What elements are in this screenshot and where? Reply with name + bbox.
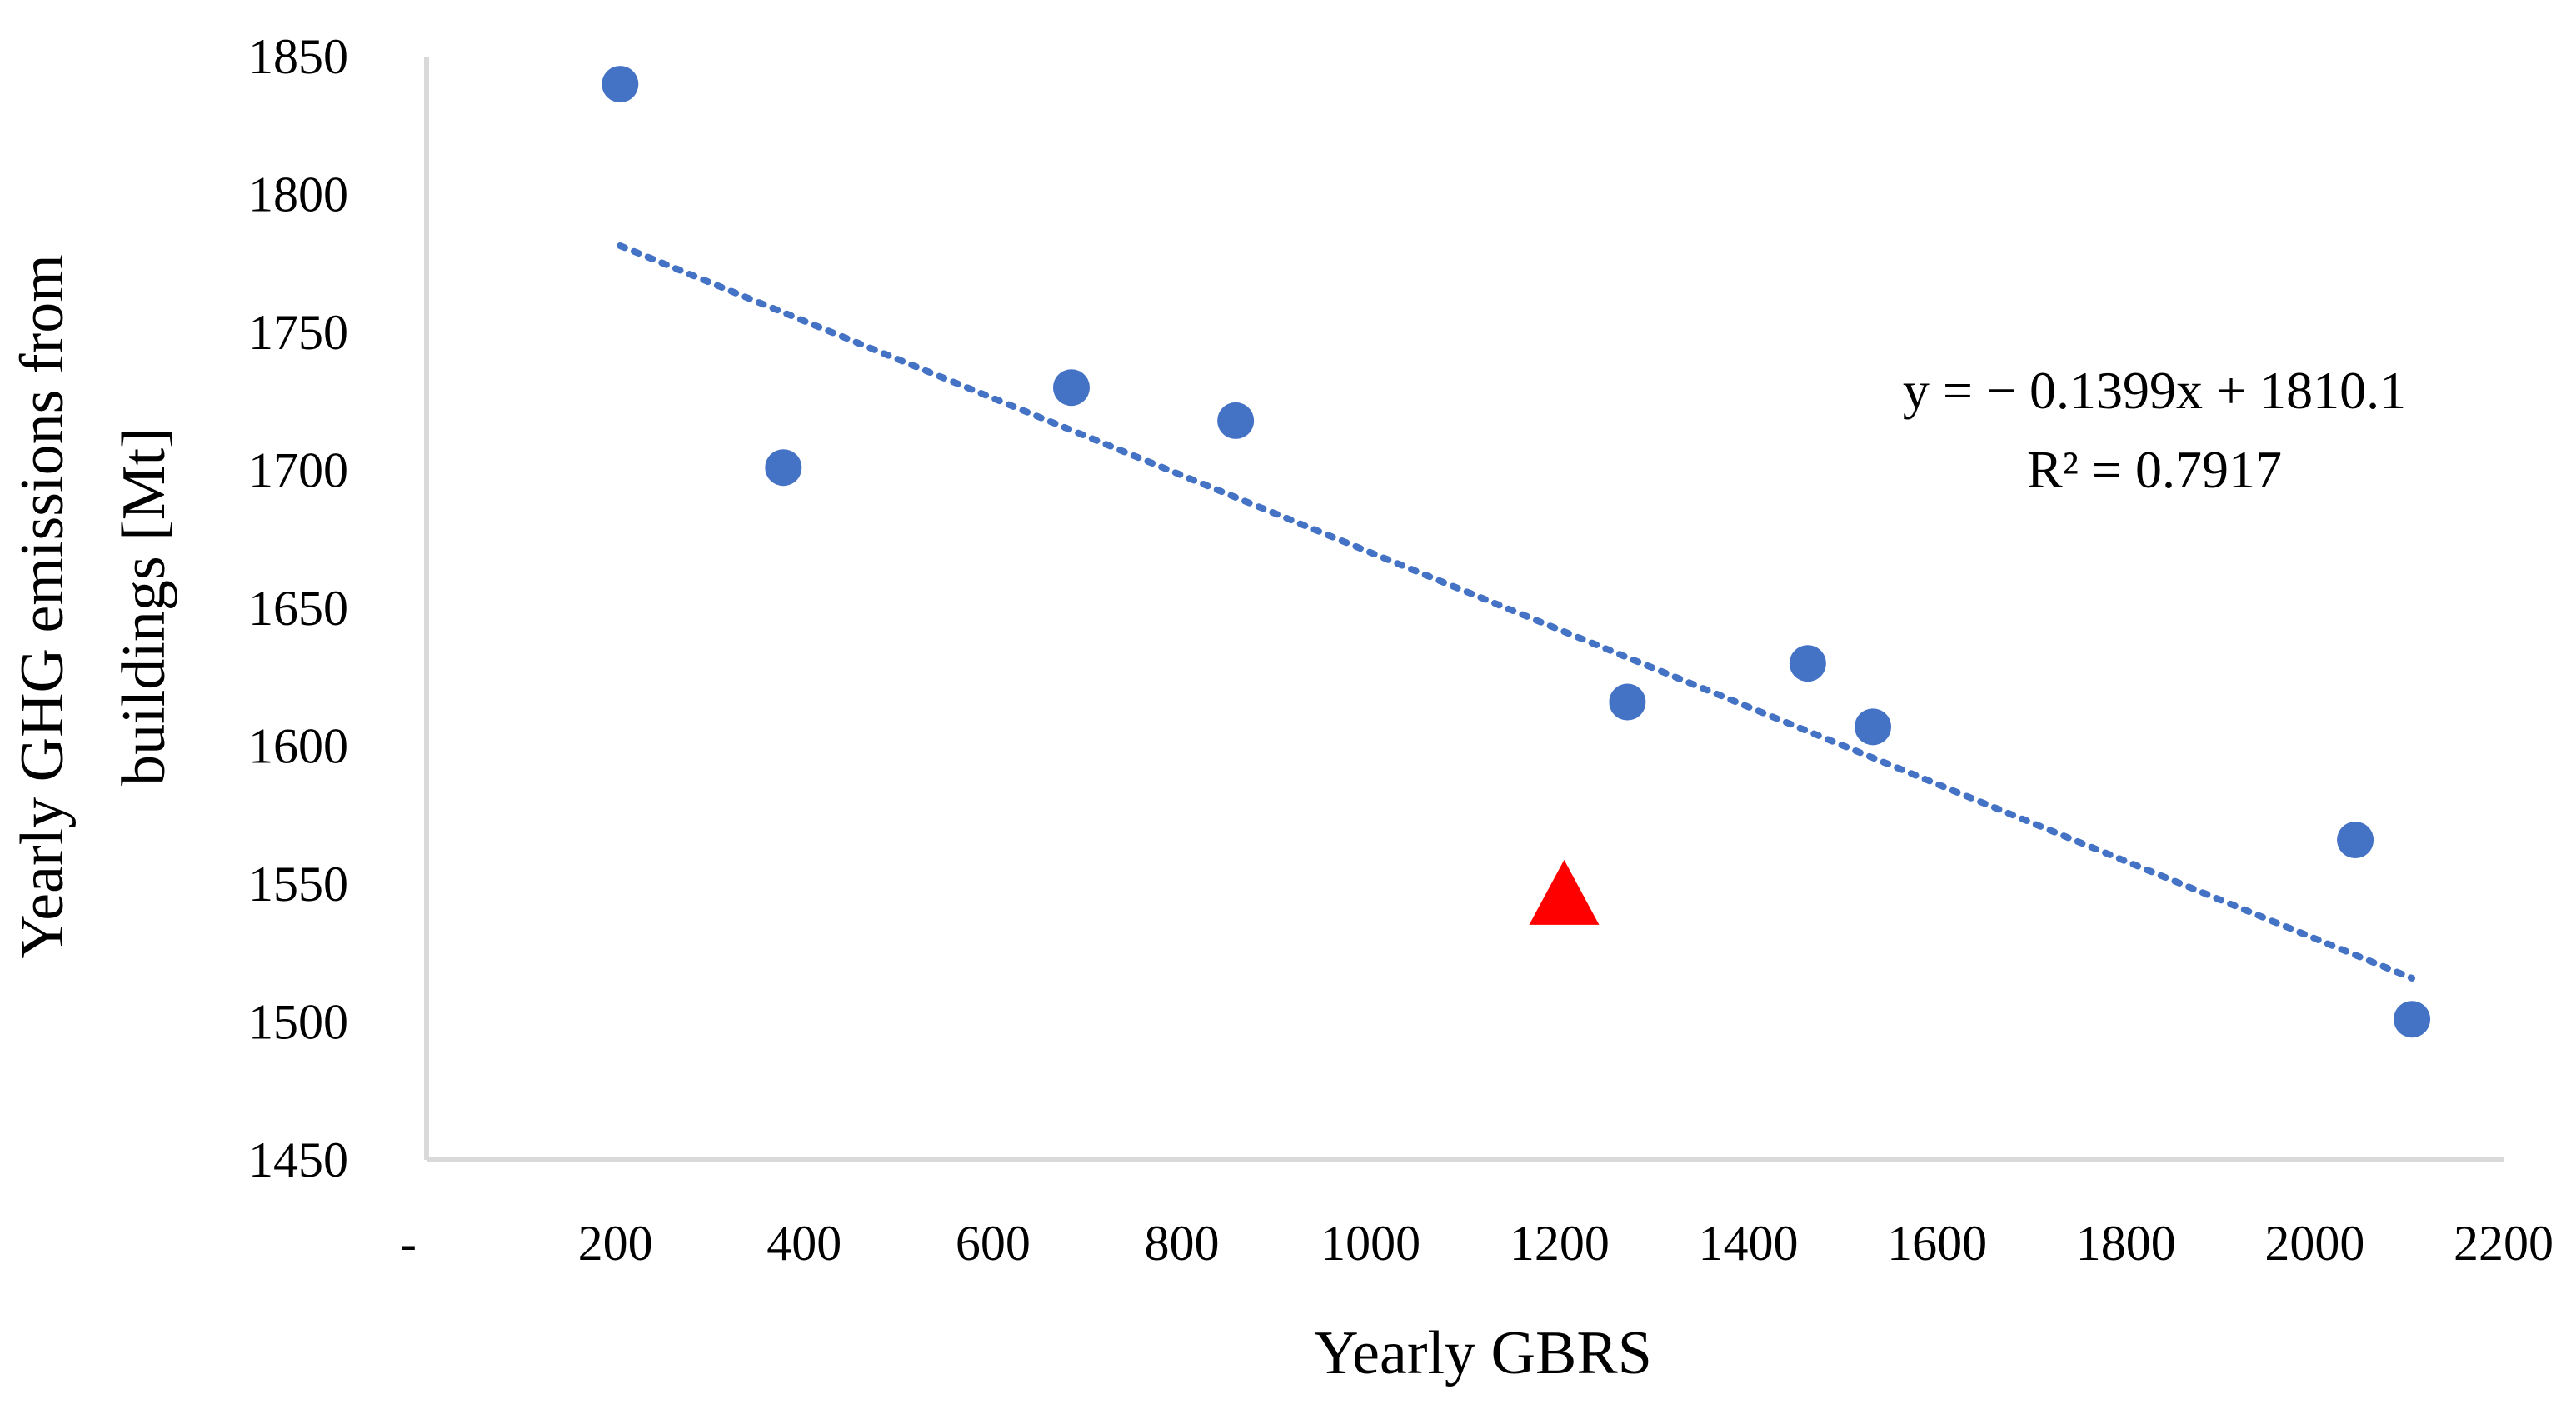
- axes: [424, 57, 2504, 1162]
- x-tick-label: 1800: [2076, 1216, 2176, 1271]
- x-tick-label: 1400: [1698, 1216, 1798, 1271]
- data-point: [1855, 708, 1892, 746]
- x-axis-title: Yearly GBRS: [1314, 1319, 1652, 1387]
- x-tick-label: -: [400, 1216, 417, 1271]
- data-point: [765, 449, 802, 487]
- highlighted-point-triangle: [1529, 859, 1600, 925]
- x-tick-label: 1200: [1510, 1216, 1610, 1271]
- x-tick-label: 1600: [1887, 1216, 1987, 1271]
- data-point: [1789, 645, 1826, 682]
- y-tick-label: 1500: [248, 995, 348, 1050]
- y-tick-label: 1650: [248, 581, 348, 636]
- trendline-equation: y = − 0.1399x + 1810.1: [1903, 361, 2406, 420]
- x-tick-label: 200: [578, 1216, 653, 1271]
- data-point: [1217, 402, 1255, 439]
- data-point: [2394, 1001, 2431, 1038]
- r-squared-label: R² = 0.7917: [2027, 440, 2282, 499]
- data-point: [602, 66, 639, 103]
- y-tick-label: 1600: [248, 719, 348, 774]
- y-tick-label: 1700: [248, 443, 348, 498]
- y-tick-label: 1450: [248, 1132, 348, 1187]
- trendline: [617, 242, 2416, 982]
- data-point: [1052, 369, 1090, 407]
- x-tick-label: 1000: [1320, 1216, 1420, 1271]
- x-tick-label: 2200: [2454, 1216, 2554, 1271]
- x-tick-label: 2000: [2264, 1216, 2364, 1271]
- data-points: [602, 66, 2431, 1038]
- y-tick-label: 1550: [248, 857, 348, 912]
- y-tick-label: 1750: [248, 305, 348, 360]
- x-tick-label: 400: [766, 1216, 841, 1271]
- x-tick-label: 800: [1145, 1216, 1220, 1271]
- y-axis-title-line-1: Yearly GHG emissions from: [8, 254, 77, 959]
- y-tick-labels: 1450 1500 1550 1600 1650 1700 1750 1800 1850: [248, 29, 348, 1187]
- y-tick-label: 1800: [248, 167, 348, 222]
- data-point: [2337, 822, 2374, 859]
- data-point: [1609, 683, 1646, 721]
- y-axis-title-line-2: buildings [Mt]: [110, 427, 178, 786]
- x-tick-labels: - 200 400 600 800 1000 1200 1400 1600 1800 2000 220…: [400, 1216, 2554, 1271]
- y-tick-label: 1850: [248, 29, 348, 84]
- x-tick-label: 600: [956, 1216, 1031, 1271]
